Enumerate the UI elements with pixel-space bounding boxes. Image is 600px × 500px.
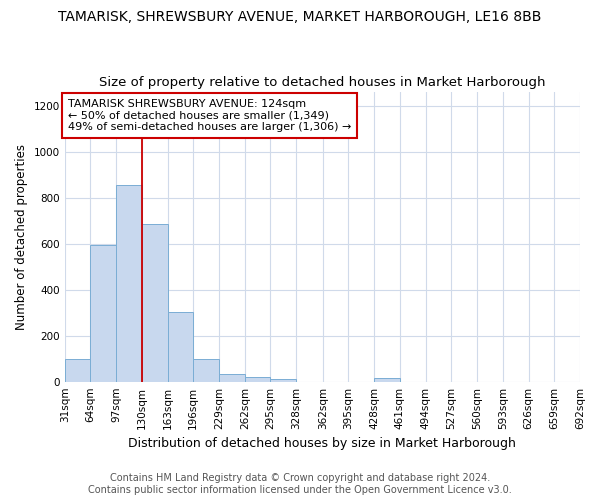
Bar (219, 374, 245, 382)
Bar (167, 312, 193, 382)
Bar (245, 376, 271, 382)
Text: Contains HM Land Registry data © Crown copyright and database right 2024.
Contai: Contains HM Land Registry data © Crown c… (88, 474, 512, 495)
Bar (193, 358, 219, 382)
Bar (271, 379, 296, 382)
Bar (374, 378, 400, 382)
Bar (116, 185, 142, 382)
Text: TAMARISK, SHREWSBURY AVENUE, MARKET HARBOROUGH, LE16 8BB: TAMARISK, SHREWSBURY AVENUE, MARKET HARB… (58, 10, 542, 24)
Bar (142, 224, 167, 382)
Title: Size of property relative to detached houses in Market Harborough: Size of property relative to detached ho… (99, 76, 545, 90)
Y-axis label: Number of detached properties: Number of detached properties (15, 144, 28, 330)
Bar (65, 358, 91, 382)
Text: TAMARISK SHREWSBURY AVENUE: 124sqm
← 50% of detached houses are smaller (1,349)
: TAMARISK SHREWSBURY AVENUE: 124sqm ← 50%… (68, 99, 351, 132)
Bar (91, 245, 116, 382)
X-axis label: Distribution of detached houses by size in Market Harborough: Distribution of detached houses by size … (128, 437, 516, 450)
